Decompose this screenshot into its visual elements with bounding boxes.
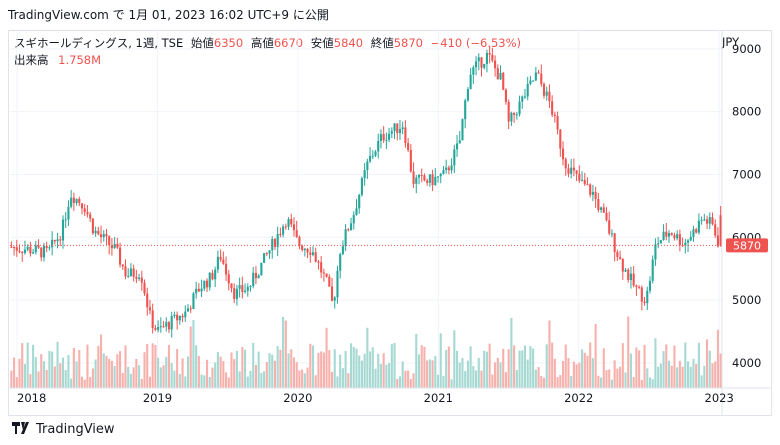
chart-frame (8, 30, 772, 416)
close-value: 5870 (393, 36, 423, 50)
volume-label: 出来高 (14, 53, 49, 67)
currency-label: JPY (722, 35, 740, 49)
volume-value: 1.758M (58, 53, 102, 67)
tradingview-brand: TradingView (36, 422, 115, 437)
volume-legend: 出来高 1.758M (14, 52, 101, 68)
publish-header: TradingView.com で 1月 01, 2023 16:02 UTC+… (8, 8, 329, 22)
tradingview-logo[interactable]: TradingView (12, 422, 115, 437)
high-label: 高値 (250, 36, 274, 50)
open-label: 始値 (190, 36, 214, 50)
legend-line: スギホールディングス, 1週, TSE 始値6350 高値6670 安値5840… (14, 35, 521, 51)
high-value: 6670 (273, 36, 304, 50)
tradingview-icon (12, 422, 29, 434)
symbol-title: スギホールディングス, 1週, TSE (14, 36, 184, 50)
change-value: −410 (−6.53%) (430, 36, 522, 50)
footer: TradingView (8, 416, 772, 445)
open-value: 6350 (213, 36, 244, 50)
low-value: 5840 (333, 36, 364, 50)
close-label: 終値 (370, 36, 394, 50)
low-label: 安値 (310, 36, 334, 50)
